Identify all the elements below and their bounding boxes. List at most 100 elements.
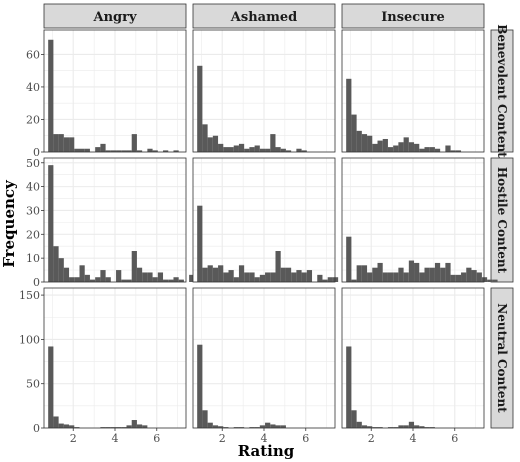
histogram-bar <box>259 148 266 152</box>
histogram-bar <box>275 147 281 152</box>
x-tick-label: 6 <box>302 432 309 445</box>
histogram-bar <box>116 427 122 428</box>
histogram-bar <box>429 147 435 152</box>
histogram-bar <box>218 426 224 428</box>
row-label-neutral-content: Neutral Content <box>495 303 509 413</box>
histogram-bar <box>265 272 271 282</box>
y-tick-label: 0 <box>33 146 40 159</box>
histogram-bar <box>121 279 127 282</box>
facet-strip-angry <box>43 3 187 29</box>
histogram-bar <box>377 427 383 428</box>
histogram-bar <box>131 251 137 282</box>
histogram-bar <box>275 425 281 428</box>
histogram-bar <box>173 150 179 152</box>
histogram-bar <box>270 134 276 152</box>
histogram-bar <box>58 258 64 282</box>
histogram-bar <box>408 142 415 152</box>
histogram-bar <box>58 134 64 152</box>
panel-insecure-neutral-content <box>341 287 485 429</box>
histogram-bar <box>270 424 276 428</box>
histogram-bar <box>53 246 59 282</box>
histogram-bar <box>63 137 70 152</box>
histogram-bar <box>207 422 213 428</box>
histogram-bar <box>95 277 101 282</box>
histogram-bar <box>419 272 425 282</box>
histogram-bar <box>393 145 399 152</box>
y-tick-label: 50 <box>26 157 40 170</box>
histogram-bar <box>212 135 219 152</box>
histogram-bar <box>346 346 352 428</box>
histogram-bar <box>372 427 378 428</box>
histogram-bar <box>48 165 54 282</box>
histogram-bar <box>372 143 378 152</box>
histogram-bar <box>327 277 333 282</box>
histogram-bar <box>393 272 399 282</box>
facet-strip-insecure <box>341 3 485 29</box>
panel-insecure-benevolent-content <box>341 29 485 153</box>
histogram-bar <box>481 277 488 282</box>
y-tick-label: 30 <box>26 204 40 217</box>
panel-border <box>43 157 187 283</box>
panels-layer: Angry Ashamed Insecure Benevolent Content 0 2… <box>19 3 514 445</box>
histogram-bar <box>63 267 70 282</box>
histogram-bar <box>275 251 281 282</box>
histogram-bar <box>212 425 219 428</box>
histogram-bar <box>450 150 456 152</box>
histogram-bar <box>434 148 441 152</box>
histogram-bar <box>351 279 357 282</box>
histogram-bar <box>178 279 184 282</box>
histogram-bar <box>142 425 148 428</box>
panel-border <box>192 157 336 283</box>
histogram-bar <box>69 277 75 282</box>
histogram-bar <box>238 265 245 282</box>
histogram-bar <box>408 260 415 282</box>
y-tick-label: 20 <box>26 113 40 126</box>
histogram-bar <box>105 277 111 282</box>
histogram-bar <box>408 421 415 428</box>
y-tick-label: 50 <box>26 378 40 391</box>
histogram-bar <box>440 267 446 282</box>
histogram-bar <box>53 416 59 428</box>
histogram-bar <box>387 147 394 152</box>
histogram-bar <box>84 274 90 282</box>
histogram-bar <box>207 137 213 152</box>
histogram-bar <box>351 114 357 152</box>
histogram-bar <box>471 270 477 282</box>
histogram-bar <box>218 143 224 152</box>
histogram-bar <box>424 267 430 282</box>
y-tick-label: 20 <box>26 228 40 241</box>
histogram-bar <box>131 134 137 152</box>
x-tick-label: 2 <box>219 432 226 445</box>
histogram-bar <box>296 270 302 282</box>
y-tick-label: 60 <box>26 48 40 61</box>
histogram-bar <box>244 272 250 282</box>
histogram-bar <box>238 427 245 428</box>
histogram-bar <box>244 148 250 152</box>
histogram-bar <box>361 134 368 152</box>
histogram-bar <box>361 265 368 282</box>
histogram-bar <box>429 267 435 282</box>
histogram-bar <box>393 427 399 428</box>
histogram-bar <box>228 147 234 152</box>
histogram-bar <box>398 142 404 152</box>
histogram-bar <box>377 140 383 152</box>
histogram-bar <box>387 427 394 428</box>
histogram-bar <box>356 130 362 152</box>
x-tick-label: 4 <box>261 432 268 445</box>
histogram-bar <box>424 147 430 152</box>
histogram-bar <box>492 279 498 282</box>
panel-border <box>43 29 187 153</box>
histogram-bar <box>382 272 388 282</box>
histogram-bar <box>367 272 373 282</box>
histogram-bar <box>121 427 127 428</box>
row-strip-neutral-content <box>490 287 514 429</box>
x-tick-label: 2 <box>368 432 375 445</box>
panel-angry-hostile-content <box>43 157 205 283</box>
histogram-bar <box>121 150 127 152</box>
histogram-bar <box>419 426 425 428</box>
histogram-bar <box>361 425 368 428</box>
x-tick-label: 4 <box>410 432 417 445</box>
histogram-bar <box>233 145 239 152</box>
y-tick-label: 40 <box>26 181 40 194</box>
